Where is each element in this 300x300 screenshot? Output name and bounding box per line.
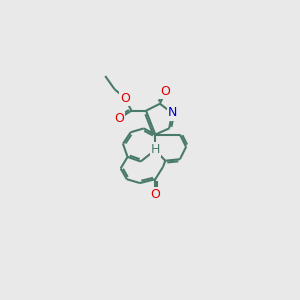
Text: O: O: [150, 188, 160, 201]
Text: N: N: [167, 106, 177, 119]
Text: H: H: [151, 143, 160, 157]
Text: O: O: [120, 92, 130, 105]
Text: O: O: [160, 85, 170, 98]
Text: O: O: [114, 112, 124, 125]
